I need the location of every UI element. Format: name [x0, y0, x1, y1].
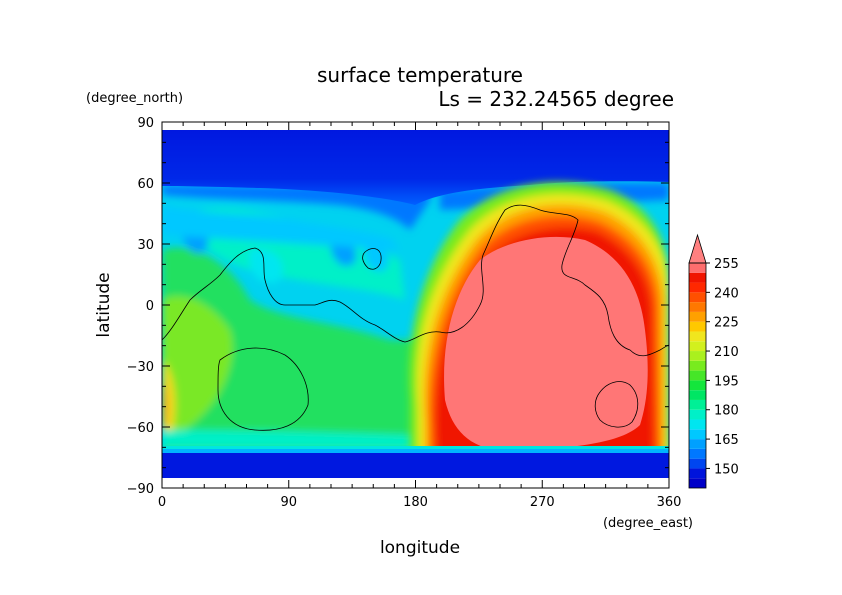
y-tick-label: 30	[137, 238, 154, 253]
colorbar-bin	[689, 272, 706, 283]
x-tick-label: 90	[280, 495, 297, 510]
south-polar-edge	[162, 448, 669, 453]
south-polar-lower	[162, 456, 669, 478]
colorbar-bin	[689, 331, 706, 342]
y-axis-label: latitude	[94, 272, 114, 337]
colorbar-bin	[689, 448, 706, 459]
x-tick-label: 270	[530, 495, 555, 510]
y-tick-label: 60	[137, 177, 154, 192]
y-tick-label: 0	[146, 299, 154, 314]
colorbar-label: 195	[714, 374, 739, 389]
colorbar-bin	[689, 409, 706, 420]
y-unit-label: (degree_north)	[86, 91, 183, 106]
colorbar-bin	[689, 311, 706, 322]
colorbar-bin	[689, 390, 706, 400]
x-tick-label: 360	[657, 495, 682, 510]
y-tick-label: −90	[127, 482, 154, 497]
colorbar-label: 210	[714, 345, 739, 360]
y-axis-ticks: 90 60 30 0 −30 −60 −90	[127, 116, 669, 497]
colorbar-bin	[689, 302, 706, 312]
colorbar-bin	[689, 370, 706, 381]
colorbar-bin	[689, 419, 706, 430]
colorbar-bin	[689, 263, 706, 273]
colorbar-extend-arrow	[688, 233, 707, 264]
colorbar-bin	[689, 351, 706, 361]
y-tick-label: −30	[127, 360, 154, 375]
y-tick-label: −60	[127, 421, 154, 436]
temperature-field	[162, 130, 669, 456]
colorbar-bin	[689, 380, 706, 391]
colorbar-label: 255	[714, 257, 739, 272]
south-polar-edge-inner	[162, 446, 669, 449]
colorbar-bin	[689, 341, 706, 352]
colorbar-label: 180	[714, 404, 739, 419]
x-unit-label: (degree_east)	[603, 516, 693, 531]
colorbar-bin	[689, 399, 706, 410]
colorbar-bin	[689, 282, 706, 293]
x-axis-ticks: 0 90 180 270 360	[158, 122, 682, 510]
colorbar-frame	[688, 262, 707, 489]
x-tick-label: 180	[403, 495, 428, 510]
colorbar-bin	[689, 292, 706, 303]
colorbar: 255 240 225 210 195 180 165 150	[688, 233, 739, 489]
colorbar-bin	[689, 321, 706, 332]
colorbar-label: 165	[714, 433, 739, 448]
south-polar-cap	[162, 452, 669, 456]
topography-contours	[161, 204, 670, 431]
colorbar-bin	[689, 439, 706, 449]
colorbar-label: 240	[714, 286, 739, 301]
chart-subtitle: Ls = 232.24565 degree	[438, 87, 674, 111]
chart-title: surface temperature	[317, 63, 523, 87]
colorbar-label: 150	[714, 462, 739, 477]
x-tick-label: 0	[158, 495, 166, 510]
x-axis-label: longitude	[380, 538, 460, 558]
y-tick-label: 90	[137, 116, 154, 131]
colorbar-bin	[689, 429, 706, 440]
colorbar-label: 225	[714, 316, 739, 331]
colorbar-bin	[689, 478, 706, 488]
colorbar-bin	[689, 468, 706, 479]
colorbar-bin	[689, 360, 706, 371]
colorbar-bin	[689, 458, 706, 469]
